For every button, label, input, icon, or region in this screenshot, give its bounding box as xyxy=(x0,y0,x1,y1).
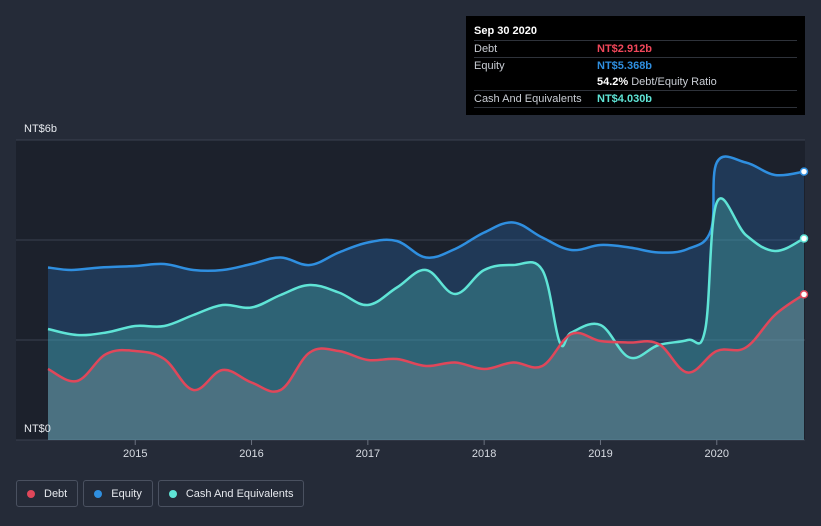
equity-end-point xyxy=(799,167,809,176)
legend-item-debt[interactable]: Debt xyxy=(16,480,79,507)
x-tick-label: 2016 xyxy=(239,448,263,460)
x-tick-label: 2018 xyxy=(472,448,496,460)
tooltip-row-ratio: 54.2% Debt/Equity Ratio xyxy=(474,74,797,90)
tooltip-row-cash: Cash And Equivalents NT$4.030b xyxy=(474,90,797,108)
legend-item-equity[interactable]: Equity xyxy=(83,480,153,507)
y-axis-bottom-label: NT$0 xyxy=(24,423,51,435)
debt-end-point xyxy=(799,290,809,299)
x-tick-label: 2017 xyxy=(356,448,380,460)
tooltip-row-equity: Equity NT$5.368b xyxy=(474,57,797,74)
tooltip-ratio-value: 54.2% xyxy=(597,76,629,88)
equity-dot-icon xyxy=(94,489,103,498)
tooltip-cash-label: Cash And Equivalents xyxy=(474,93,582,105)
legend: Debt Equity Cash And Equivalents xyxy=(16,480,305,507)
tooltip-debt-label: Debt xyxy=(474,43,498,55)
tooltip-row-debt: Debt NT$2.912b xyxy=(474,40,797,57)
cash-and-equivalents-area xyxy=(48,198,804,440)
cash-and-equivalents-end-point xyxy=(799,234,809,243)
debt-dot-icon xyxy=(27,489,35,498)
equity-area xyxy=(48,156,804,440)
cash-and-equivalents-line xyxy=(47,197,805,360)
legend-label-equity: Equity xyxy=(111,487,142,500)
legend-item-cash[interactable]: Cash And Equivalents xyxy=(157,480,305,507)
tooltip-equity-value: NT$5.368b xyxy=(597,60,653,72)
cash-dot-icon xyxy=(168,489,177,498)
legend-label-cash: Cash And Equivalents xyxy=(185,487,294,500)
tooltip-ratio-label: Debt/Equity Ratio xyxy=(631,76,717,88)
x-tick-label: 2015 xyxy=(123,448,147,460)
x-tick-label: 2019 xyxy=(588,448,612,460)
equity-line xyxy=(47,155,805,273)
tooltip-debt-value: NT$2.912b xyxy=(597,43,653,55)
y-axis-top-label: NT$6b xyxy=(24,123,57,135)
x-tick-label: 2020 xyxy=(705,448,729,460)
tooltip-cash-value: NT$4.030b xyxy=(597,93,653,105)
tooltip-panel: Sep 30 2020 Debt NT$2.912b Equity NT$5.3… xyxy=(466,16,805,115)
plot-area xyxy=(16,140,805,440)
tooltip-equity-label: Equity xyxy=(474,60,505,72)
legend-label-debt: Debt xyxy=(44,487,68,500)
debt-line xyxy=(47,293,805,393)
tooltip-date: Sep 30 2020 xyxy=(474,25,537,37)
